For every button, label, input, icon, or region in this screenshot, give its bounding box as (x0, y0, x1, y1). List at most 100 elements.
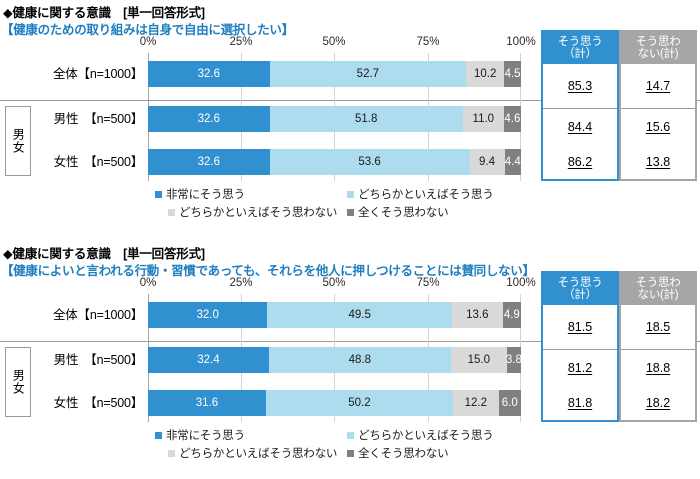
segment-value: 3.8 (505, 354, 521, 366)
legend-item-strongly-disagree: 全くそう思わない (347, 204, 449, 220)
legend-item-somewhat-agree: どちらかといえばそう思う (347, 427, 494, 443)
legend-swatch-icon (168, 449, 175, 457)
legend-label: どちらかといえばそう思わない (179, 448, 338, 460)
summary-value: 18.8 (645, 361, 671, 375)
summary-cell-disagree-total: 18.5 (621, 305, 695, 349)
summary-table: そう思う （計） 85.3 84.4 86.2 そう思わ ない(計) 14.7 … (541, 30, 697, 181)
summary-value: 13.8 (645, 155, 671, 169)
axis-tick-0: 0% (139, 36, 157, 48)
summary-value: 18.5 (645, 320, 671, 334)
segment-value: 51.8 (355, 113, 378, 125)
row-label-column: 全体【n=1000】 男性 【n=500】 女性 【n=500】 (0, 53, 148, 181)
table-row: 32.4 48.8 15.0 3.8 (148, 347, 521, 373)
summary-header-disagree-line2: ない(計) (637, 289, 679, 301)
segment-somewhat-disagree: 9.4 (469, 149, 505, 175)
segment-somewhat-agree: 48.8 (268, 347, 451, 373)
segment-somewhat-agree: 50.2 (265, 390, 454, 416)
gender-group-label: 男女 (11, 369, 26, 395)
legend-swatch-icon (168, 208, 175, 216)
segment-value: 52.7 (356, 68, 380, 80)
legend-item-strongly-disagree: 全くそう思わない (347, 445, 449, 461)
segment-strongly-agree: 32.6 (148, 106, 270, 132)
table-row: 32.6 51.8 11.0 4.6 (148, 106, 521, 132)
segment-somewhat-agree: 51.8 (269, 106, 463, 132)
axis-tick-0: 0% (139, 277, 157, 289)
row-group-divider (0, 100, 700, 101)
axis-tick-25: 25% (229, 36, 253, 48)
axis-tick-25: 25% (229, 277, 253, 289)
summary-value: 86.2 (567, 155, 593, 169)
segment-strongly-disagree: 4.4 (504, 149, 521, 175)
legend-item-somewhat-agree: どちらかといえばそう思う (347, 186, 494, 202)
table-row: 32.6 53.6 9.4 4.4 (148, 149, 521, 175)
plot-area: 32.0 49.5 13.6 4.9 32.4 48.8 15.0 3.8 31… (148, 294, 521, 422)
summary-value: 85.3 (567, 79, 593, 93)
segment-value: 32.6 (197, 113, 220, 125)
segment-value: 53.6 (358, 156, 381, 168)
summary-cell-disagree-male: 15.6 (621, 109, 695, 145)
segment-somewhat-disagree: 12.2 (453, 390, 499, 416)
segment-somewhat-disagree: 10.2 (466, 61, 505, 87)
row-label-female: 女性 【n=500】 (53, 155, 144, 169)
segment-somewhat-disagree: 11.0 (462, 106, 504, 132)
summary-row-divider (543, 349, 617, 350)
chart-subtitle: 【健康によいと言われる行動・習慣であっても、それらを他人に押しつけることには賛同… (1, 264, 535, 278)
legend-label: 非常にそう思う (166, 430, 245, 442)
summary-value: 15.6 (645, 120, 671, 134)
segment-value: 10.2 (473, 68, 497, 80)
segment-strongly-agree: 31.6 (148, 390, 266, 416)
gender-group-box: 男女 (5, 347, 31, 417)
legend-label: 非常にそう思う (166, 189, 245, 201)
segment-value: 11.0 (472, 113, 495, 125)
segment-strongly-agree: 32.4 (148, 347, 269, 373)
summary-header-agree-line2: （計） (563, 48, 597, 60)
segment-strongly-disagree: 4.6 (503, 106, 521, 132)
legend-label: 全くそう思わない (358, 207, 449, 219)
summary-value: 81.5 (567, 320, 593, 334)
legend-swatch-icon (155, 431, 162, 439)
summary-cell-disagree-female: 18.2 (621, 386, 695, 420)
segment-strongly-disagree: 6.0 (498, 390, 521, 416)
summary-cell-agree-female: 81.8 (543, 386, 617, 420)
summary-cell-agree-total: 85.3 (543, 64, 617, 108)
segment-somewhat-agree: 49.5 (267, 302, 452, 328)
summary-header-agree-line2: （計） (563, 289, 597, 301)
summary-value: 18.2 (645, 396, 671, 410)
gender-group-label: 男女 (11, 128, 26, 154)
chart-subtitle: 【健康のための取り組みは自身で自由に選択したい】 (1, 23, 294, 37)
summary-header-disagree-line2: ない(計) (637, 48, 679, 60)
summary-header-disagree: そう思わ ない(計) (621, 273, 695, 305)
segment-value: 15.0 (467, 354, 491, 366)
summary-cell-agree-female: 86.2 (543, 145, 617, 179)
segment-value: 4.6 (504, 113, 521, 125)
segment-value: 48.8 (348, 354, 372, 366)
segment-value: 32.4 (197, 354, 220, 366)
chart-legend: 非常にそう思う どちらかといえばそう思う どちらかといえばそう思わない 全くそう… (150, 186, 570, 222)
row-label-total: 全体【n=1000】 (52, 67, 143, 81)
segment-value: 13.6 (466, 309, 489, 321)
summary-row-divider (621, 349, 695, 350)
legend-label: どちらかといえばそう思う (358, 430, 494, 442)
row-label-total: 全体【n=1000】 (52, 308, 143, 322)
summary-column-disagree: そう思わ ない(計) 18.5 18.8 18.2 (619, 271, 697, 422)
legend-label: 全くそう思わない (358, 448, 449, 460)
gender-group-box: 男女 (5, 106, 31, 176)
table-row: 32.0 49.5 13.6 4.9 (148, 302, 521, 328)
summary-row-divider (543, 108, 617, 109)
row-label-male: 男性 【n=500】 (53, 353, 144, 367)
legend-swatch-icon (347, 449, 354, 457)
segment-value: 31.6 (195, 397, 219, 409)
summary-header-disagree-line1: そう思わ (635, 35, 681, 48)
segment-strongly-agree: 32.6 (148, 61, 270, 87)
segment-strongly-agree: 32.6 (148, 149, 270, 175)
row-label-column: 全体【n=1000】 男性 【n=500】 女性 【n=500】 (0, 294, 148, 422)
segment-value: 32.6 (197, 156, 220, 168)
summary-cell-agree-male: 81.2 (543, 350, 617, 386)
row-group-divider (0, 341, 700, 342)
axis-tick-75: 75% (416, 277, 440, 289)
segment-value: 4.5 (504, 68, 521, 80)
summary-column-disagree: そう思わ ない(計) 14.7 15.6 13.8 (619, 30, 697, 181)
summary-header-agree-line1: そう思う (557, 276, 603, 289)
segment-value: 50.2 (348, 397, 371, 409)
